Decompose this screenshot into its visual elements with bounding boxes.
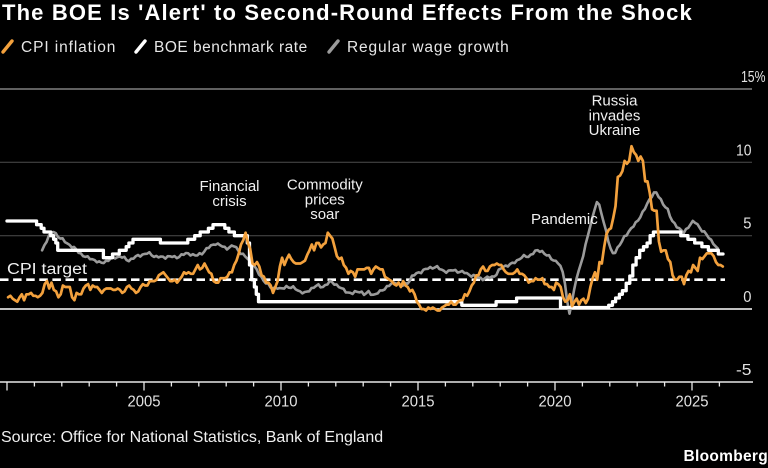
- svg-text:2010: 2010: [265, 394, 298, 411]
- svg-text:10: 10: [736, 142, 752, 159]
- svg-text:2025: 2025: [676, 394, 709, 411]
- svg-text:CPI target: CPI target: [7, 261, 88, 278]
- svg-text:2005: 2005: [128, 394, 161, 411]
- svg-text:Financial: Financial: [199, 178, 259, 195]
- svg-text:Russia: Russia: [592, 93, 639, 110]
- svg-text:2020: 2020: [539, 394, 572, 411]
- svg-text:prices: prices: [305, 191, 345, 208]
- svg-text:invades: invades: [589, 107, 641, 124]
- svg-text:Pandemic: Pandemic: [531, 211, 598, 228]
- svg-text:5: 5: [743, 216, 751, 233]
- svg-text:-5: -5: [736, 362, 752, 379]
- svg-text:crisis: crisis: [212, 193, 246, 210]
- svg-text:2015: 2015: [402, 394, 435, 411]
- svg-text:Ukraine: Ukraine: [589, 122, 641, 139]
- svg-text:0: 0: [743, 289, 751, 306]
- svg-text:15%: 15%: [741, 69, 766, 86]
- svg-text:Commodity: Commodity: [287, 177, 363, 194]
- svg-text:soar: soar: [310, 206, 339, 223]
